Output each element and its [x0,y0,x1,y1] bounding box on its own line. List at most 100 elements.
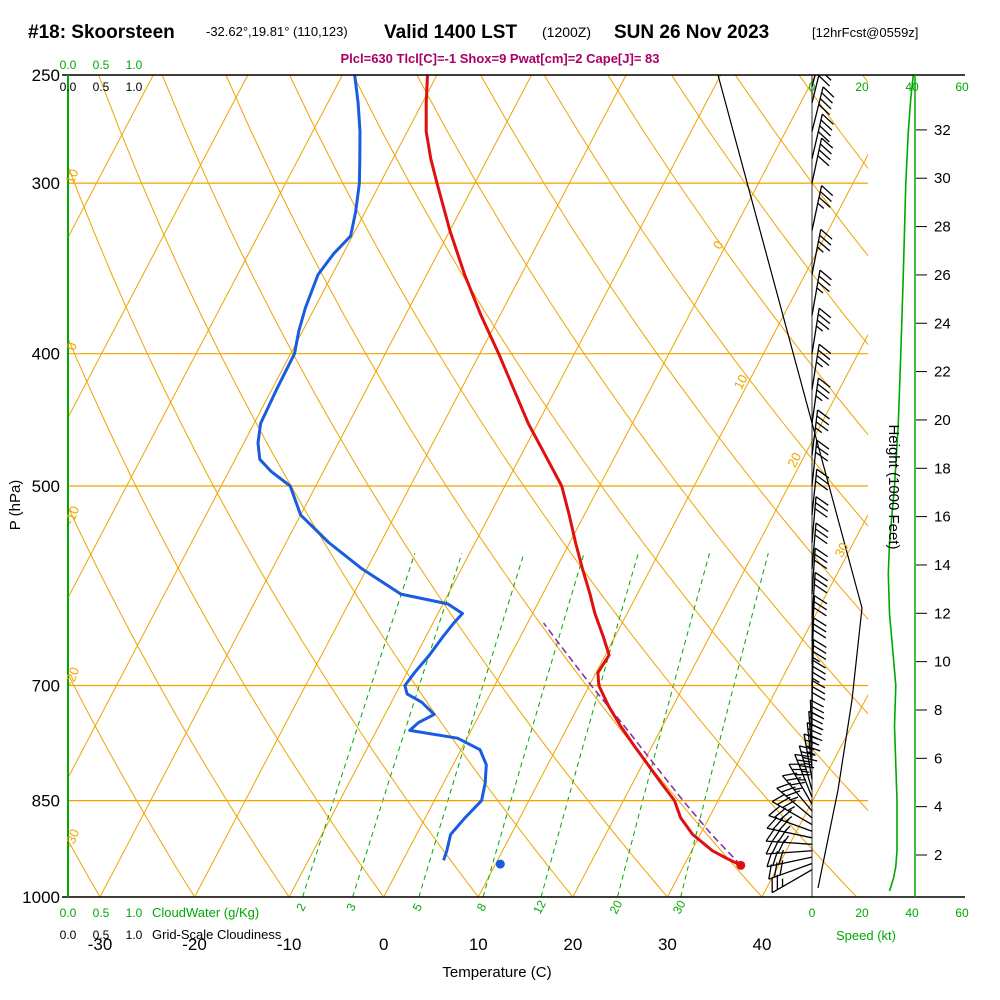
cloudiness-label: Grid-Scale Cloudiness [152,927,282,942]
parcel-path [542,622,742,866]
height-tick-label: 28 [934,219,951,236]
wind-barb [811,185,834,231]
cloud-scale-tick: 0.5 [93,906,110,920]
cloud-scale-tick: 0.0 [60,906,77,920]
pressure-tick-label: 1000 [22,888,60,907]
station-title: #18: Skoorsteen [28,22,175,43]
dewpoint-profile [256,75,488,861]
wind-barb [811,638,827,686]
pressure-tick-label: 700 [32,677,60,696]
pressure-tick-label: 250 [32,66,60,85]
height-tick-label: 10 [934,654,951,671]
temperature-axis-label: Temperature (C) [442,964,551,981]
pressure-tick-label: 300 [32,174,60,193]
dry-adiabat-label: -20 [61,665,82,688]
mixing-ratio-line [352,553,463,897]
wind-barb [811,343,832,390]
skewt-data-layer [256,75,915,897]
surface-temperature-dot [736,860,746,870]
wind-barb [811,228,833,275]
cloud-scale-tick: 0.0 [60,928,77,942]
mixing-ratio-line [302,553,416,897]
wind-barb [811,547,829,595]
dry-adiabat-line [68,164,479,897]
wind-barb [811,439,830,487]
isotherm-label: 20 [784,450,804,470]
temperature-tick-label: 40 [753,935,772,954]
isotherm-line [761,694,868,897]
dry-adiabat-line [68,672,196,897]
mixing-ratio-label: 20 [607,898,626,917]
wind-barb [781,772,813,812]
cloud-scale-tick: 0.0 [60,58,77,72]
dry-adiabat-line [480,75,868,620]
pressure-axis-label: P (hPa) [7,480,24,531]
dry-adiabat-line [543,75,868,527]
wind-barb [811,496,829,543]
height-tick-label: 8 [934,702,942,719]
wind-barb [768,860,813,880]
mixing-ratio-label: 30 [670,898,689,917]
height-tick-label: 22 [934,364,951,381]
speed-scale-tick: 60 [955,906,969,920]
speed-scale-tick: 20 [855,80,869,94]
isotherm-line [68,75,249,419]
cloud-scale-tick: 1.0 [126,58,143,72]
cloud-scale-tick: 1.0 [126,928,143,942]
speed-axis-label: Speed (kt) [836,928,896,943]
height-tick-label: 12 [934,605,951,622]
pressure-tick-label: 500 [32,477,60,496]
mixing-ratio-line [540,553,639,897]
wind-speed-profile [887,75,915,892]
mixing-ratio-label: 12 [530,898,549,917]
isotherm-line [68,75,154,239]
wind-barb [811,113,834,160]
cloud-scale-tick: 0.5 [93,58,110,72]
isotherm-label: 10 [731,372,751,392]
cloud-scale-tick: 0.0 [60,80,77,94]
dry-adiabat-line [352,75,868,812]
height-tick-label: 4 [934,799,942,816]
wind-barb [771,869,813,894]
speed-scale-tick: 40 [905,80,919,94]
height-axis-label: Height (1000 Feet) [885,424,902,549]
wind-barb [811,409,830,456]
dry-adiabat-line [161,75,668,897]
height-tick-label: 2 [934,847,942,864]
skewt-background-lines [68,75,868,897]
temperature-tick-label: -10 [277,935,302,954]
mixing-ratio-line [617,553,710,897]
mixing-ratio-line [418,553,525,897]
temperature-tick-label: 30 [658,935,677,954]
wind-barb [811,307,832,354]
valid-time: Valid 1400 LST [384,22,517,43]
mixing-ratio-line [482,553,585,897]
dry-adiabat-line [68,337,385,897]
height-reference-line [717,75,863,889]
height-tick-label: 16 [934,509,951,526]
isotherm-label: 30 [832,540,852,560]
height-tick-label: 18 [934,460,951,477]
wind-barb [811,377,831,424]
dry-adiabat-line [416,75,868,715]
station-coords: -32.62°,19.81° (110,123) [206,24,348,39]
wind-barb [811,571,829,619]
temperature-tick-label: -20 [182,935,207,954]
temperature-tick-label: 10 [469,935,488,954]
wind-barb [811,86,835,132]
pressure-tick-label: 400 [32,345,60,364]
surface-dewpoint-dot [495,859,505,869]
forecast-tag: [12hrFcst@0559z] [812,25,918,40]
wind-barb [794,753,815,798]
height-tick-label: 6 [934,750,942,767]
speed-scale-tick: 0 [809,80,816,94]
dry-adiabat-label: 10 [62,167,81,186]
height-tick-label: 24 [934,315,951,332]
speed-scale-tick: 0 [809,906,816,920]
isotherm-line [666,513,868,897]
height-tick-label: 20 [934,412,951,429]
